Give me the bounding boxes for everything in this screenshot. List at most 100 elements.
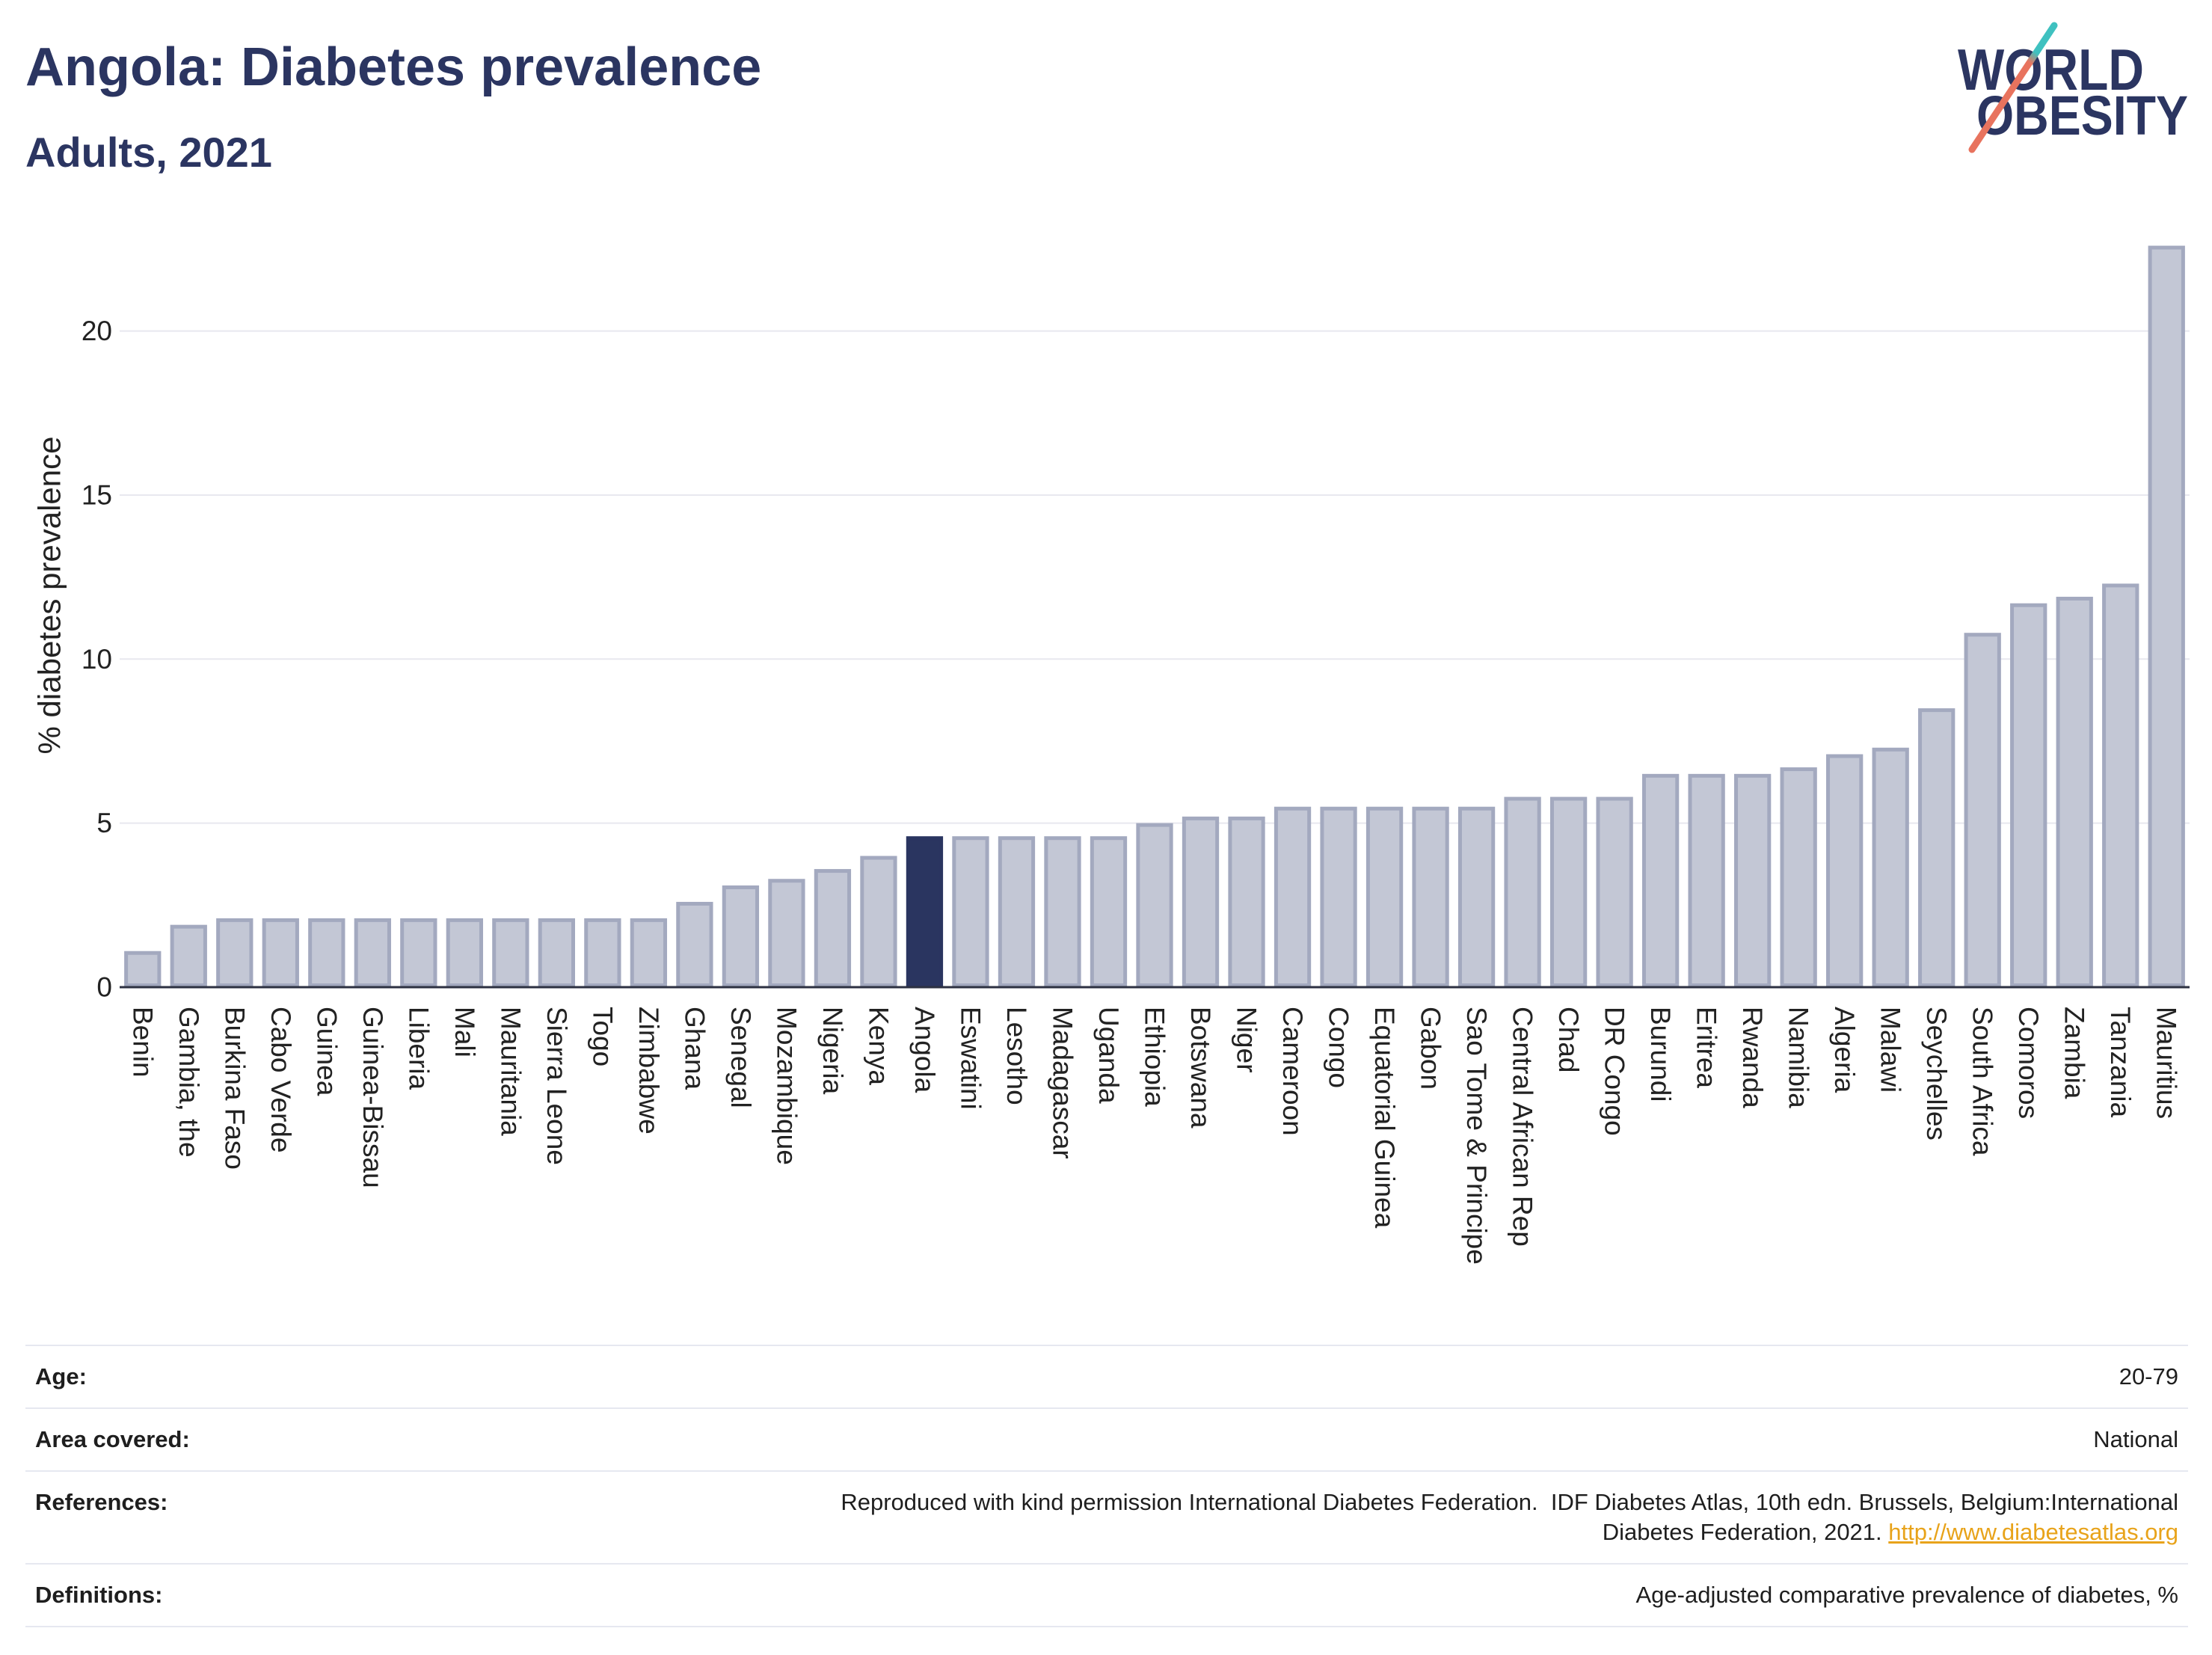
bar-eswatini bbox=[952, 836, 989, 987]
bar-eritrea bbox=[1688, 773, 1725, 987]
bar-burkina-faso bbox=[216, 918, 254, 987]
y-tick-label: 15 bbox=[82, 479, 112, 510]
bar-angola bbox=[906, 836, 944, 987]
y-tick-label: 20 bbox=[82, 316, 112, 346]
x-tick-label-chad: Chad bbox=[1553, 1007, 1584, 1072]
area-row: Area covered: National bbox=[25, 1407, 2188, 1470]
logo-slash-icon bbox=[1968, 22, 2058, 153]
chart-subtitle: Adults, 2021 bbox=[25, 129, 272, 176]
x-tick-label-burundi: Burundi bbox=[1645, 1007, 1676, 1102]
bar-botswana bbox=[1182, 816, 1220, 988]
x-tick-label-mauritius: Mauritius bbox=[2151, 1007, 2182, 1119]
bar-chart: 0 5 10 15 20 Benin Gambia, the Burkina Faso Cabo… bbox=[32, 245, 2190, 1265]
x-tick-label-namibia: Namibia bbox=[1784, 1007, 1814, 1108]
x-tick-label-zimbabwe: Zimbabwe bbox=[633, 1007, 664, 1134]
x-tick-label-liberia: Liberia bbox=[403, 1007, 434, 1090]
x-tick-label-botswana: Botswana bbox=[1185, 1007, 1216, 1129]
definitions-value: Age-adjusted comparative prevalence of d… bbox=[1635, 1582, 2179, 1608]
bar-rwanda bbox=[1734, 773, 1772, 987]
bar-burundi bbox=[1641, 773, 1680, 987]
bar-guinea-bissau bbox=[354, 918, 391, 987]
definitions-label: Definitions: bbox=[35, 1582, 163, 1608]
bar-madagascar bbox=[1044, 836, 1081, 987]
x-tick-label-malawi: Malawi bbox=[1875, 1007, 1906, 1093]
bar-mauritania bbox=[492, 918, 529, 987]
bar-uganda bbox=[1090, 836, 1128, 987]
y-tick-label: 0 bbox=[96, 972, 112, 1003]
bars bbox=[124, 245, 2185, 988]
bar-cabo-verde bbox=[262, 918, 299, 987]
x-tick-label-zambia: Zambia bbox=[2059, 1007, 2090, 1099]
bar-togo bbox=[584, 918, 621, 987]
x-tick-label-seychelles: Seychelles bbox=[1921, 1007, 1952, 1140]
bar-niger bbox=[1228, 816, 1265, 988]
x-tick-label-rwanda: Rwanda bbox=[1737, 1007, 1768, 1108]
bar-lesotho bbox=[998, 836, 1036, 987]
bar-cameroon bbox=[1274, 806, 1312, 988]
x-tick-label-ghana: Ghana bbox=[679, 1007, 710, 1090]
x-tick-label-gambia-the: Gambia, the bbox=[173, 1007, 204, 1158]
bar-seychelles bbox=[1918, 708, 1956, 987]
bar-liberia bbox=[400, 918, 437, 987]
bar-mauritius bbox=[2148, 245, 2185, 987]
bar-namibia bbox=[1780, 767, 1817, 987]
x-tick-label-guinea: Guinea bbox=[311, 1007, 342, 1096]
x-axis-labels: Benin Gambia, the Burkina Faso Cabo Verde Gu… bbox=[127, 1007, 2181, 1265]
bar-tanzania bbox=[2102, 583, 2139, 987]
bar-sierra-leone bbox=[538, 918, 575, 987]
x-tick-label-guinea-bissau: Guinea-Bissau bbox=[357, 1007, 388, 1188]
bar-guinea bbox=[308, 918, 345, 987]
x-tick-label-eritrea: Eritrea bbox=[1692, 1007, 1722, 1088]
definitions-row: Definitions: Age-adjusted comparative pr… bbox=[25, 1563, 2188, 1627]
x-tick-label-cabo-verde: Cabo Verde bbox=[265, 1007, 296, 1152]
references-line-2: Diabetes Federation, 2021. bbox=[1602, 1519, 1882, 1545]
bar-dr-congo bbox=[1596, 796, 1633, 987]
area-label: Area covered: bbox=[35, 1426, 190, 1452]
x-tick-label-togo: Togo bbox=[587, 1007, 618, 1066]
bar-senegal bbox=[722, 885, 760, 988]
bar-zimbabwe bbox=[630, 918, 668, 987]
x-tick-label-dr-congo: DR Congo bbox=[1600, 1007, 1630, 1136]
bar-ghana bbox=[676, 901, 713, 987]
y-tick-label: 5 bbox=[96, 808, 112, 838]
bar-central-african-rep bbox=[1504, 796, 1541, 987]
bar-chad bbox=[1549, 796, 1588, 987]
bar-south-africa bbox=[1964, 633, 2001, 987]
bar-mozambique bbox=[768, 879, 805, 988]
x-tick-label-angola: Angola bbox=[909, 1007, 940, 1093]
area-value: National bbox=[2093, 1426, 2178, 1452]
bar-equatorial-guinea bbox=[1365, 806, 1404, 988]
x-tick-label-mozambique: Mozambique bbox=[771, 1007, 802, 1165]
x-tick-label-sao-tome-principe: Sao Tome & Principe bbox=[1461, 1007, 1492, 1265]
x-tick-label-sierra-leone: Sierra Leone bbox=[541, 1007, 572, 1165]
x-tick-label-ethiopia: Ethiopia bbox=[1140, 1007, 1170, 1107]
bar-nigeria bbox=[814, 869, 852, 988]
info-table: Age: 20-79 Area covered: National Refere… bbox=[25, 1345, 2188, 1627]
x-tick-label-tanzania: Tanzania bbox=[2105, 1007, 2136, 1118]
x-tick-label-algeria: Algeria bbox=[1829, 1007, 1860, 1093]
bar-ethiopia bbox=[1136, 823, 1173, 988]
bar-sao-tome-principe bbox=[1457, 806, 1496, 988]
y-axis-ticks: 0 5 10 15 20 bbox=[82, 316, 112, 1002]
x-tick-label-eswatini: Eswatini bbox=[955, 1007, 986, 1110]
bar-gambia-the bbox=[170, 924, 207, 987]
x-tick-label-gabon: Gabon bbox=[1416, 1007, 1446, 1090]
age-value: 20-79 bbox=[2119, 1363, 2178, 1390]
bar-kenya bbox=[860, 856, 897, 987]
bar-congo bbox=[1320, 806, 1357, 988]
diabetes-atlas-link[interactable]: http://www.diabetesatlas.org bbox=[1888, 1519, 2178, 1545]
x-tick-label-mali: Mali bbox=[449, 1007, 480, 1057]
x-tick-label-madagascar: Madagascar bbox=[1047, 1007, 1078, 1159]
x-tick-label-niger: Niger bbox=[1232, 1007, 1262, 1072]
x-tick-label-nigeria: Nigeria bbox=[817, 1007, 848, 1095]
x-tick-label-burkina-faso: Burkina Faso bbox=[219, 1007, 250, 1170]
bar-gabon bbox=[1412, 806, 1449, 988]
logo-text-world: WORLD bbox=[1958, 37, 2144, 102]
bar-malawi bbox=[1872, 747, 1909, 988]
chart-title: Angola: Diabetes prevalence bbox=[25, 37, 762, 97]
x-tick-label-lesotho: Lesotho bbox=[1001, 1007, 1032, 1105]
bar-algeria bbox=[1826, 754, 1864, 987]
y-axis-title: % diabetes prevalence bbox=[32, 437, 67, 755]
bar-comoros bbox=[2010, 603, 2047, 987]
references-value: Reproduced with kind permission Internat… bbox=[197, 1487, 2178, 1547]
